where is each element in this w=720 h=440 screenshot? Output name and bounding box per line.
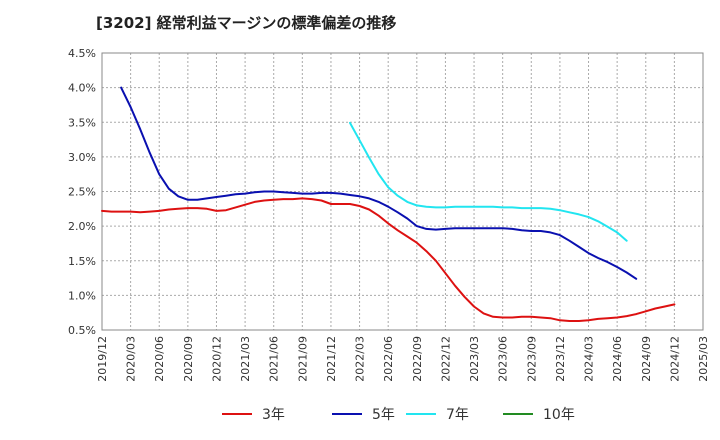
plot-frame bbox=[101, 52, 704, 331]
x-tick-label: 2024/06 bbox=[611, 336, 624, 382]
x-tick-label: 2021/09 bbox=[296, 336, 309, 382]
y-tick-label: 1.5% bbox=[68, 255, 96, 268]
x-tick-label: 2023/12 bbox=[554, 336, 567, 382]
y-tick-label: 3.5% bbox=[68, 116, 96, 129]
legend: 3年 5年 7年 10年 bbox=[222, 407, 575, 423]
legend-label: 10年 bbox=[543, 407, 575, 423]
gridlines bbox=[101, 52, 704, 331]
x-tick-label: 2023/03 bbox=[468, 336, 481, 382]
y-tick-label: 3.0% bbox=[68, 151, 96, 164]
y-tick-label: 4.5% bbox=[68, 47, 96, 60]
x-tick-label: 2025/03 bbox=[697, 336, 710, 382]
x-tick-label: 2020/09 bbox=[182, 336, 195, 382]
legend-label: 3年 bbox=[262, 407, 285, 423]
x-axis-ticks: 2019/12 2020/03 2020/06 2020/09 2020/12 2021/… bbox=[96, 336, 710, 382]
y-tick-label: 1.0% bbox=[68, 289, 96, 302]
x-tick-label: 2022/06 bbox=[382, 336, 395, 382]
x-tick-label: 2020/12 bbox=[210, 336, 223, 382]
x-tick-label: 2022/03 bbox=[354, 336, 367, 382]
chart-title: [3202] 経常利益マージンの標準偏差の推移 bbox=[96, 14, 397, 32]
x-tick-label: 2024/03 bbox=[583, 336, 596, 382]
x-tick-label: 2024/09 bbox=[640, 336, 653, 382]
x-tick-label: 2022/12 bbox=[439, 336, 452, 382]
y-tick-label: 2.5% bbox=[68, 186, 96, 199]
x-tick-label: 2021/12 bbox=[325, 336, 338, 382]
y-tick-label: 4.0% bbox=[68, 82, 96, 95]
x-tick-label: 2021/03 bbox=[239, 336, 252, 382]
y-axis-ticks: 0.5% 1.0% 1.5% 2.0% 2.5% 3.0% 3.5% 4.0% 4.5% bbox=[68, 47, 96, 337]
series-line bbox=[101, 197, 676, 322]
legend-label: 7年 bbox=[446, 407, 469, 423]
x-tick-label: 2020/03 bbox=[125, 336, 138, 382]
x-tick-label: 2022/09 bbox=[411, 336, 424, 382]
x-tick-label: 2023/09 bbox=[525, 336, 538, 382]
x-tick-label: 2019/12 bbox=[96, 336, 109, 382]
x-tick-label: 2024/12 bbox=[668, 336, 681, 382]
series-lines bbox=[101, 86, 676, 322]
series-line bbox=[120, 86, 638, 280]
series-line bbox=[349, 121, 628, 242]
x-tick-label: 2023/06 bbox=[497, 336, 510, 382]
legend-label: 5年 bbox=[372, 407, 395, 423]
x-tick-label: 2020/06 bbox=[153, 336, 166, 382]
x-tick-label: 2021/06 bbox=[268, 336, 281, 382]
y-tick-label: 2.0% bbox=[68, 220, 96, 233]
y-tick-label: 0.5% bbox=[68, 324, 96, 337]
